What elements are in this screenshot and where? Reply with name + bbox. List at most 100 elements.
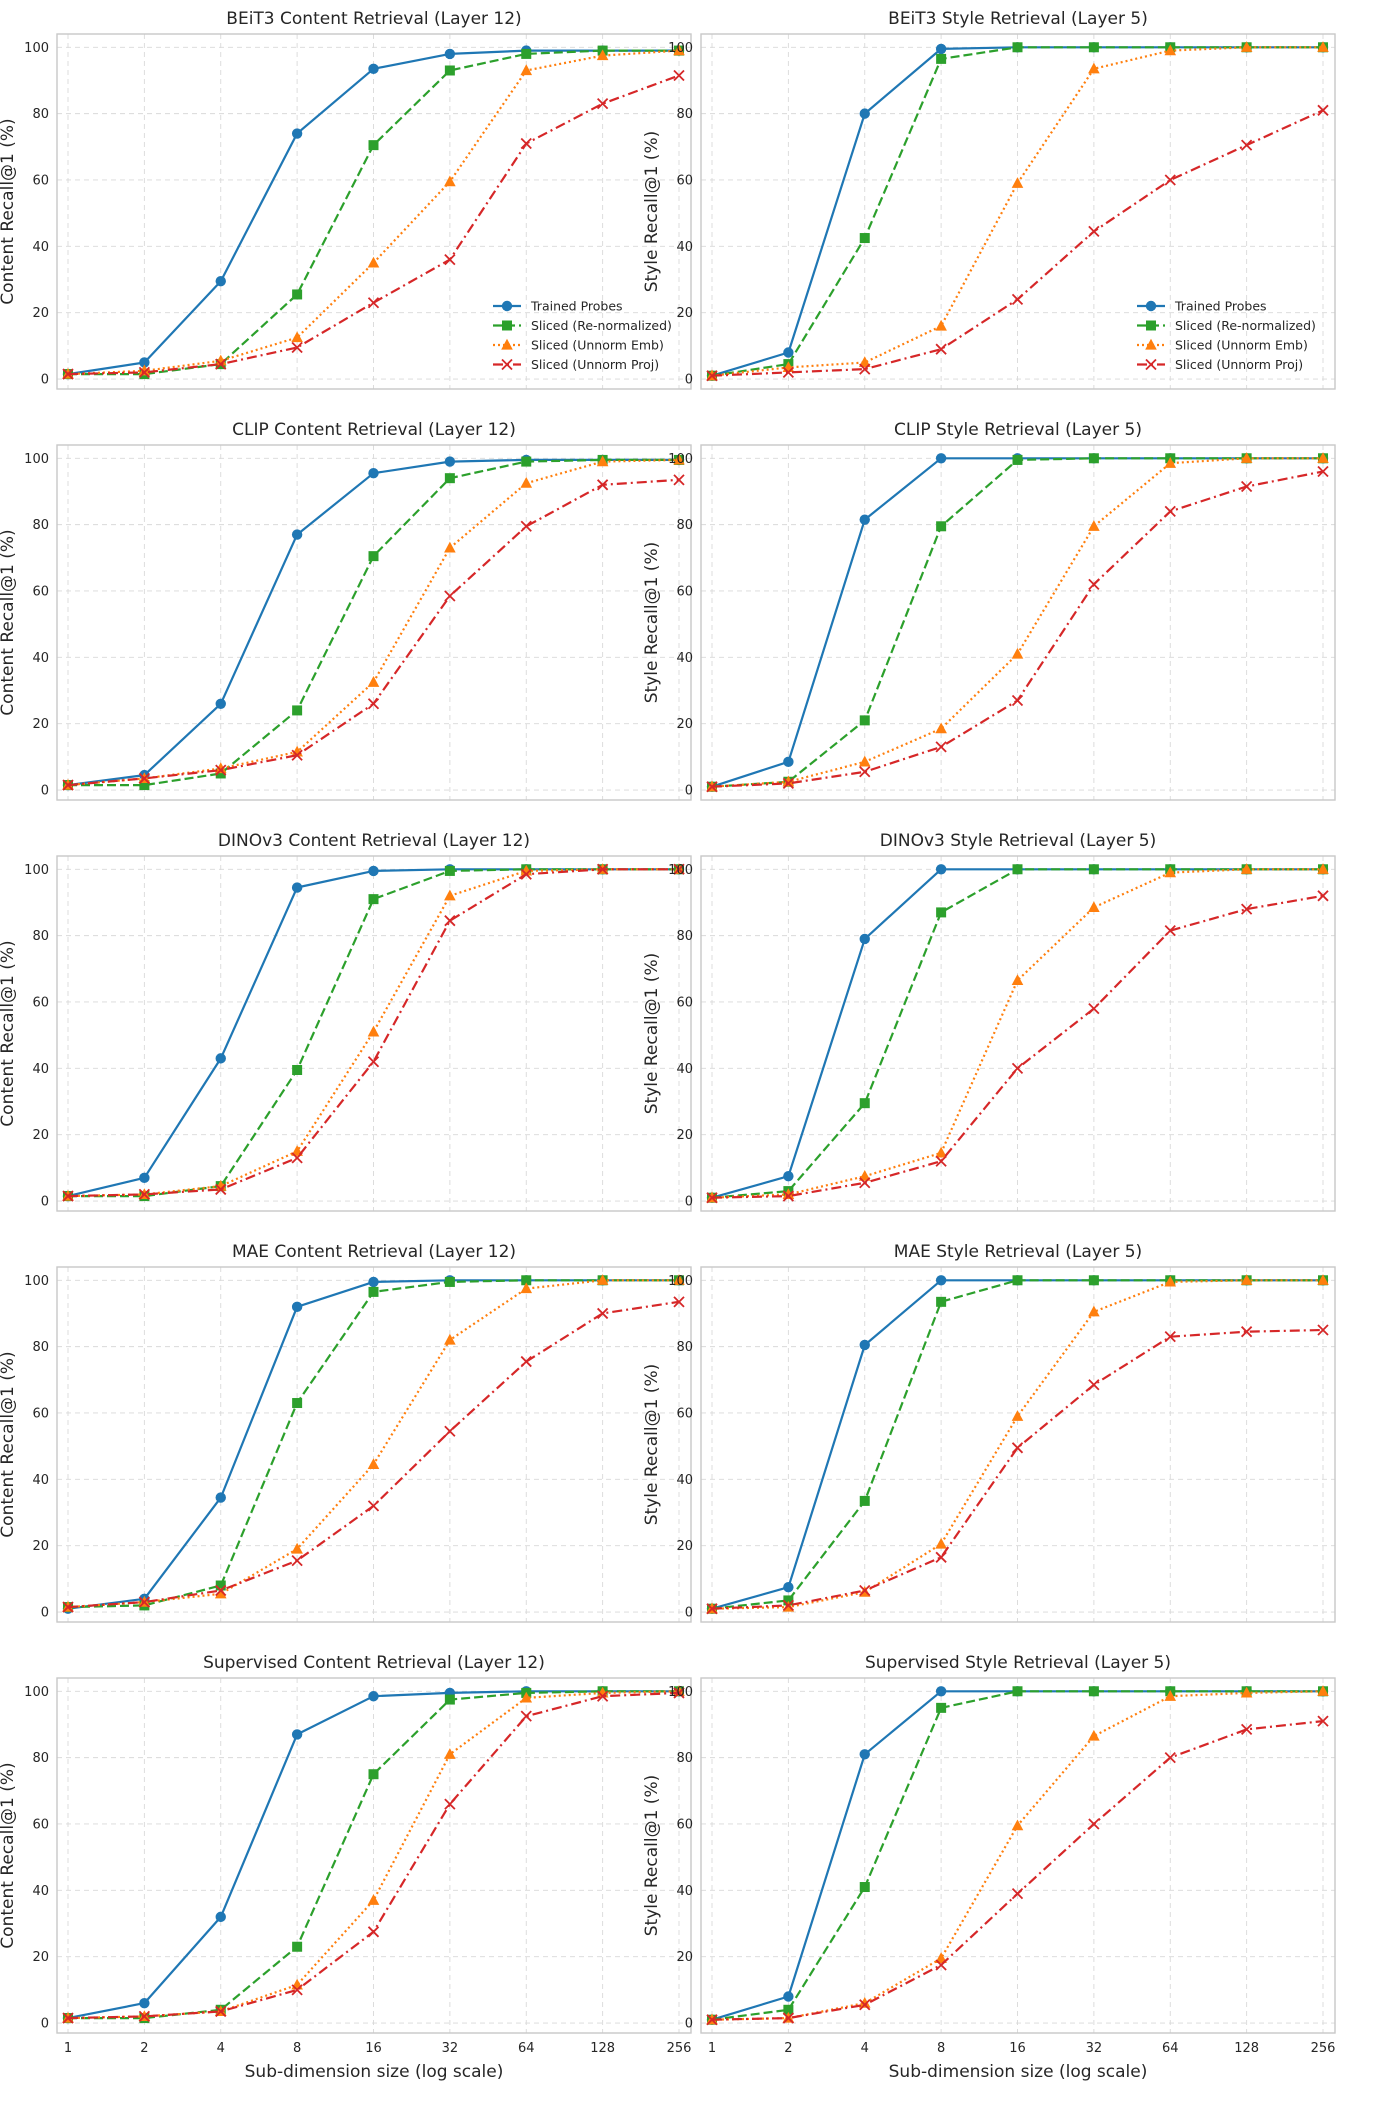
plot-area — [57, 1678, 691, 2033]
data-point — [935, 1959, 947, 1971]
plot-frame — [56, 855, 692, 1212]
data-point — [1164, 1275, 1177, 1287]
y-axis-label: Content Recall@1 (%) — [0, 1351, 18, 1537]
data-point — [859, 233, 870, 244]
y-tick-label: 60 — [676, 1817, 693, 1832]
data-point — [936, 907, 947, 918]
y-tick-label: 100 — [24, 863, 49, 878]
data-point — [138, 772, 151, 785]
y-tick-label: 80 — [676, 518, 693, 533]
plot-frame — [700, 444, 1336, 801]
data-point — [368, 1691, 379, 1702]
data-point — [1317, 1715, 1329, 1727]
legend-label: Sliced (Unnorm Proj) — [531, 357, 659, 372]
data-point — [596, 863, 609, 875]
data-point — [520, 476, 533, 488]
chart-title: MAE Content Retrieval (Layer 12) — [232, 1242, 516, 1262]
y-axis-label: Content Recall@1 (%) — [0, 940, 18, 1126]
data-point — [520, 864, 533, 876]
data-point — [444, 175, 456, 187]
plot-area — [701, 1267, 1335, 1622]
data-point — [782, 366, 795, 379]
chart-title: CLIP Content Retrieval (Layer 12) — [232, 420, 516, 440]
data-point — [858, 755, 871, 767]
chart-title: DINOv3 Content Retrieval (Layer 12) — [218, 831, 530, 851]
data-point — [1164, 866, 1177, 878]
y-tick-label: 20 — [676, 1539, 693, 1554]
x-tick-label: 8 — [293, 2041, 301, 2056]
y-tick-label: 80 — [32, 1340, 49, 1355]
data-point — [520, 137, 532, 150]
data-point — [291, 341, 303, 354]
data-point — [444, 1333, 456, 1345]
data-point — [291, 1542, 303, 1554]
data-point — [1164, 925, 1176, 937]
series-line — [67, 868, 679, 1198]
y-tick-label: 40 — [676, 1062, 693, 1077]
data-point — [1240, 139, 1253, 151]
series-line — [711, 1328, 1324, 1610]
y-tick-label: 80 — [32, 518, 49, 533]
legend-label: Sliced (Unnorm Emb) — [531, 338, 664, 353]
y-tick-label: 100 — [24, 41, 49, 56]
data-point — [215, 1911, 226, 1923]
y-tick-label: 0 — [41, 784, 49, 799]
legend: Trained Probes Sliced (Re-normalized) Slic… — [493, 299, 672, 372]
chart-title: DINOv3 Style Retrieval (Layer 5) — [880, 831, 1156, 851]
data-point — [291, 128, 303, 139]
x-axis-label: Sub-dimension size (log scale) — [245, 2062, 504, 2082]
data-point — [1088, 1379, 1100, 1391]
data-point — [292, 1064, 303, 1075]
data-point — [214, 1587, 227, 1599]
data-point — [367, 1500, 380, 1512]
data-point — [1088, 578, 1100, 590]
x-tick-label: 128 — [1234, 2041, 1259, 2056]
data-point — [1011, 647, 1024, 659]
data-point — [138, 2010, 151, 2023]
data-point — [783, 1170, 794, 1182]
plot-area — [701, 445, 1335, 800]
data-point — [935, 319, 947, 331]
y-tick-label: 100 — [668, 1274, 693, 1289]
legend-label: Sliced (Re-normalized) — [1175, 318, 1316, 333]
data-point — [444, 1694, 455, 1705]
data-point — [596, 1307, 609, 1320]
data-point — [291, 1554, 303, 1567]
y-tick-label: 0 — [685, 1606, 693, 1621]
data-point — [859, 1339, 870, 1351]
data-point — [215, 2005, 227, 2018]
data-point — [1164, 1690, 1177, 1701]
data-point — [367, 1458, 380, 1470]
data-point — [1011, 1410, 1024, 1421]
data-point — [935, 1551, 947, 1563]
subplot-10: 0 20 40 60 80 100 1 2 4 8 16 32 64 128 256 Supervised S… — [642, 1653, 1336, 2082]
data-point — [1317, 1685, 1329, 1696]
data-point — [291, 1152, 303, 1164]
plot-frame — [700, 855, 1336, 1212]
y-tick-label: 40 — [676, 651, 693, 666]
data-point — [368, 1286, 379, 1297]
y-tick-label: 100 — [24, 1685, 49, 1700]
plot-area — [57, 445, 691, 800]
data-point — [859, 1749, 870, 1760]
data-point — [783, 1595, 794, 1606]
data-point — [1088, 1275, 1099, 1286]
data-point — [62, 368, 74, 380]
data-point — [444, 65, 455, 76]
y-tick-label: 80 — [32, 1751, 49, 1766]
data-point — [520, 1710, 532, 1722]
data-point — [673, 1296, 685, 1308]
series-line — [711, 894, 1324, 1199]
series-line — [711, 46, 1323, 377]
x-tick-label: 2 — [784, 2041, 792, 2056]
y-tick-label: 80 — [676, 107, 693, 122]
data-point — [214, 1179, 227, 1191]
series-line — [711, 1279, 1323, 1610]
data-point — [444, 1798, 456, 1810]
data-point — [444, 915, 456, 927]
data-point — [1317, 1324, 1329, 1336]
data-point — [292, 289, 303, 300]
data-point — [859, 766, 871, 778]
data-point — [367, 1894, 380, 1905]
